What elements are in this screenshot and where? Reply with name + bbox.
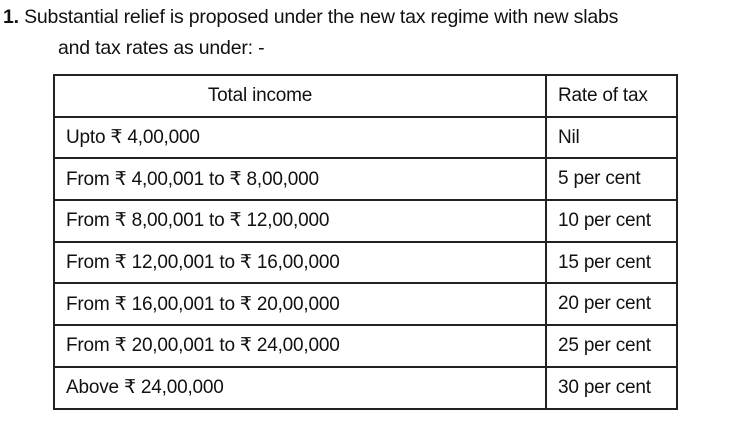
income-cell: From ₹ 16,00,001 to ₹ 20,00,000 (53, 282, 547, 327)
income-cell: From ₹ 20,00,001 to ₹ 24,00,000 (53, 324, 547, 368)
rate-cell: 30 per cent (545, 365, 678, 410)
intro-line-1: 1. Substantial relief is proposed under … (3, 6, 618, 29)
income-cell: Above ₹ 24,00,000 (53, 365, 547, 410)
rate-cell: 20 per cent (545, 282, 678, 327)
rate-cell: 10 per cent (545, 199, 678, 243)
income-cell: From ₹ 12,00,001 to ₹ 16,00,000 (53, 240, 547, 285)
table-row: From ₹ 8,00,001 to ₹ 12,00,000 10 per cen… (53, 199, 678, 243)
intro-line-2: and tax rates as under: - (58, 37, 265, 59)
table-row: Above ₹ 24,00,000 30 per cent (53, 365, 678, 410)
table-row: Upto ₹ 4,00,000 Nil (53, 115, 678, 160)
header-rate-of-tax: Rate of tax (545, 74, 678, 118)
item-number: 1. (3, 6, 19, 28)
rate-cell: 15 per cent (545, 240, 678, 285)
table-header-row: Total income Rate of tax (53, 74, 678, 118)
income-cell: From ₹ 4,00,001 to ₹ 8,00,000 (53, 157, 547, 202)
income-cell: Upto ₹ 4,00,000 (53, 115, 547, 160)
tax-slab-table: Total income Rate of tax Upto ₹ 4,00,000… (53, 74, 678, 410)
intro-text: Substantial relief is proposed under the… (24, 6, 619, 28)
rate-cell: Nil (545, 115, 678, 160)
rate-cell: 5 per cent (545, 157, 678, 202)
rate-cell: 25 per cent (545, 324, 678, 368)
table-row: From ₹ 20,00,001 to ₹ 24,00,000 25 per ce… (53, 324, 678, 368)
header-total-income: Total income (53, 74, 547, 118)
table-row: From ₹ 12,00,001 to ₹ 16,00,000 15 per ce… (53, 240, 678, 285)
table-row: From ₹ 16,00,001 to ₹ 20,00,000 20 per ce… (53, 282, 678, 327)
table-row: From ₹ 4,00,001 to ₹ 8,00,000 5 per cent (53, 157, 678, 202)
income-cell: From ₹ 8,00,001 to ₹ 12,00,000 (53, 199, 547, 243)
